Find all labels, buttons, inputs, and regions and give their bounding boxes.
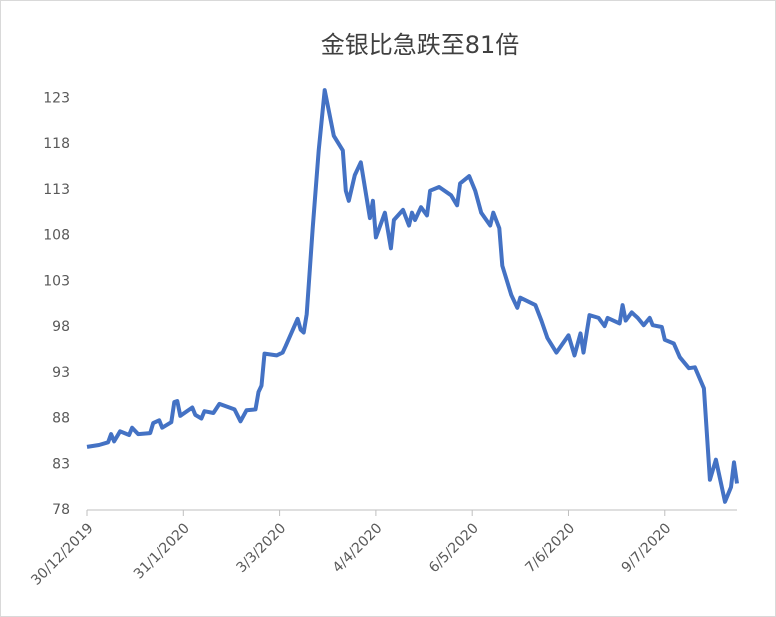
y-tick-label: 93 [52,365,70,381]
y-tick-label: 123 [43,90,70,106]
y-tick-label: 88 [52,411,70,427]
y-tick-label: 113 [43,182,70,198]
y-tick-label: 98 [52,319,70,335]
y-tick-label: 78 [52,502,70,518]
y-tick-label: 118 [43,136,70,152]
y-tick-label: 103 [43,273,70,289]
y-tick-label: 108 [43,228,70,244]
chart-title: 金银比急跌至81倍 [321,31,520,59]
y-tick-label: 83 [52,456,70,472]
data-line [86,88,739,504]
